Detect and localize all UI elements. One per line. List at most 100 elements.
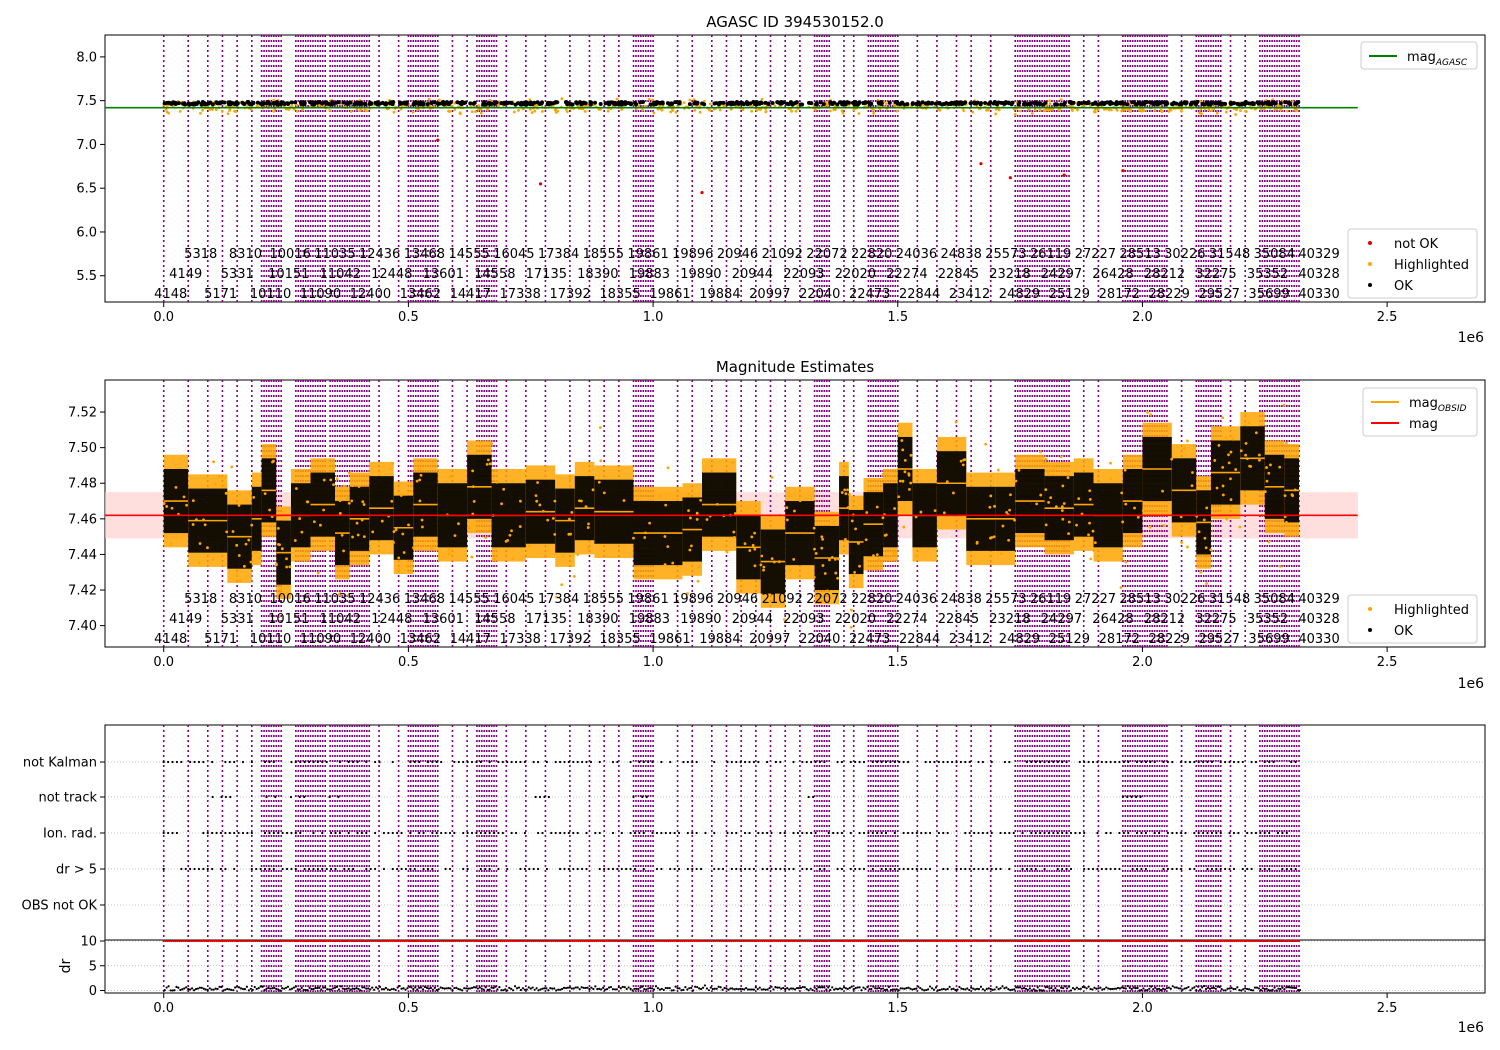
flag-point — [338, 831, 341, 835]
dr-high-point — [248, 939, 251, 943]
highlighted-point — [718, 108, 722, 112]
dr-point — [778, 986, 781, 989]
ok-point — [567, 101, 572, 106]
dr-point — [932, 988, 936, 991]
dr-point — [1073, 988, 1077, 991]
flag-point — [338, 760, 341, 764]
highlighted-point — [1291, 494, 1295, 497]
dr-point — [1019, 986, 1022, 989]
x-tick-label: 1.5 — [887, 1001, 908, 1016]
dr-high-point — [702, 939, 706, 943]
dr-high-point — [1166, 939, 1169, 943]
x-tick-label: 2.5 — [1377, 1001, 1398, 1016]
highlighted-point — [371, 530, 375, 534]
highlighted-point — [1060, 509, 1064, 512]
agasc-legend-lower-box — [1347, 228, 1478, 299]
highlighted-point — [511, 557, 515, 561]
dr-point — [848, 986, 851, 990]
dr-point — [523, 988, 526, 991]
flag-point — [641, 795, 644, 799]
highlighted-point — [818, 601, 822, 605]
ok-point — [579, 102, 584, 107]
dr-high-point — [1270, 939, 1273, 943]
dr-high-point — [826, 939, 829, 943]
dr-high-point — [511, 939, 514, 943]
dr-point — [543, 987, 546, 990]
obsid-label: 28172 — [1099, 632, 1140, 647]
highlighted-point — [328, 108, 332, 112]
highlighted-point — [540, 110, 544, 113]
dr-high-point — [309, 939, 312, 943]
flags-panel-frame — [104, 724, 1486, 994]
dr-point — [535, 987, 538, 990]
dr-high-point — [767, 939, 770, 943]
ok-point — [1256, 101, 1261, 106]
dr-point — [1107, 987, 1110, 990]
flag-point — [1290, 760, 1293, 764]
flag-point — [902, 760, 905, 764]
highlighted-point — [1215, 486, 1219, 490]
dr-point — [723, 986, 726, 990]
ok-point — [182, 102, 187, 107]
flag-point — [1140, 760, 1143, 764]
flag-point — [1052, 831, 1055, 835]
dr-high-point — [792, 939, 796, 943]
ok-point — [866, 100, 871, 105]
highlighted-point — [812, 526, 816, 530]
dr-high-point — [379, 939, 383, 943]
highlighted-point — [671, 561, 675, 565]
flag-point — [572, 760, 575, 764]
obsid-label: 19861 — [649, 632, 690, 647]
highlighted-point — [242, 564, 246, 568]
flag-point — [743, 831, 747, 835]
dr-high-point — [747, 939, 751, 943]
flag-point — [541, 831, 544, 835]
highlighted-point — [420, 525, 424, 529]
highlighted-point — [1234, 468, 1238, 471]
highlighted-point — [1273, 108, 1277, 111]
dr-high-point — [606, 939, 610, 943]
dr-point — [312, 987, 315, 991]
dr-point — [844, 987, 847, 990]
obsid-label: 18355 — [599, 287, 640, 302]
dr-point — [329, 988, 333, 991]
obsid-label: 19861 — [649, 287, 690, 302]
dr-point — [950, 988, 953, 991]
flag-point — [563, 831, 566, 835]
dr-point — [948, 985, 951, 988]
dr-point — [721, 988, 724, 991]
flag-point — [915, 867, 918, 871]
highlighted-point — [553, 499, 557, 503]
flag-point — [329, 831, 333, 835]
dr-point — [1095, 987, 1098, 990]
flag-point — [532, 867, 535, 871]
dr-high-point — [908, 939, 911, 943]
flag-point — [1061, 760, 1064, 764]
flag-point — [303, 760, 306, 764]
flag-point — [1135, 760, 1139, 764]
flag-point — [862, 867, 866, 871]
highlighted-point — [502, 487, 506, 491]
highlighted-point — [390, 499, 394, 503]
dr-high-point — [751, 939, 755, 943]
dr-point — [1138, 989, 1141, 992]
dr-high-point — [577, 939, 580, 943]
dr-point — [351, 987, 354, 990]
flag-point — [779, 867, 782, 871]
flag-point — [488, 867, 491, 871]
flag-point — [1008, 831, 1011, 835]
highlighted-point — [813, 108, 817, 111]
highlighted-point — [598, 426, 602, 429]
highlighted-point — [1229, 477, 1232, 481]
flag-point — [488, 760, 491, 764]
flag-point — [629, 760, 632, 764]
dr-point — [539, 988, 542, 991]
dr-point — [472, 986, 476, 989]
flag-point — [1121, 795, 1124, 799]
not-ok-point — [538, 182, 543, 186]
dr-point — [578, 988, 581, 991]
dr-point — [770, 985, 773, 988]
dr-high-point — [618, 939, 621, 943]
highlighted-point — [1047, 500, 1050, 504]
dr-point — [836, 988, 840, 991]
